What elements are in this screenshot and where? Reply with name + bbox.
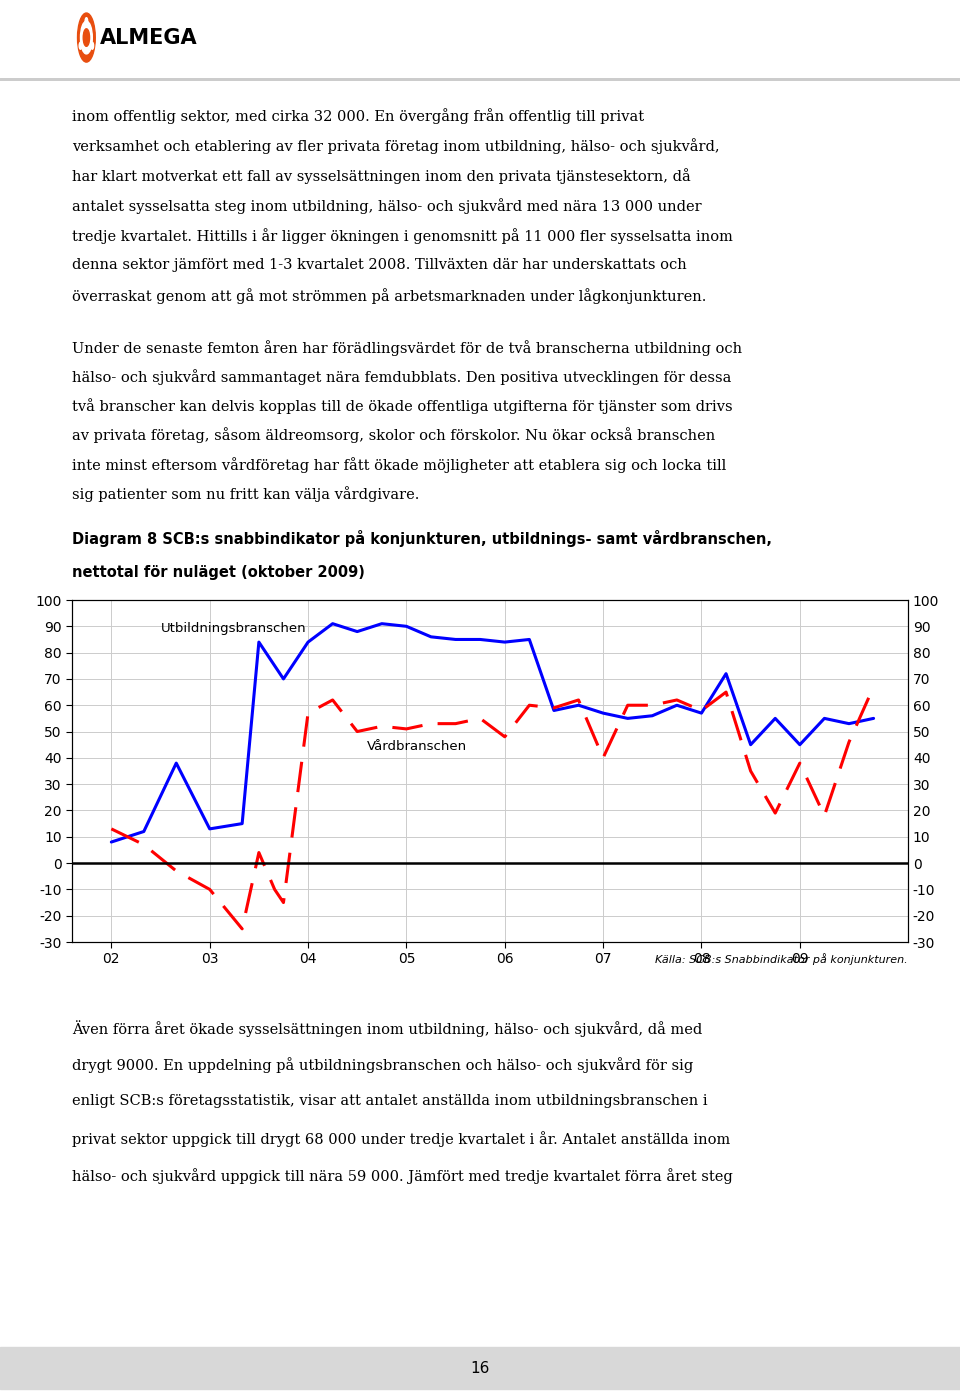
Circle shape (80, 42, 82, 49)
Text: hälso- och sjukvård uppgick till nära 59 000. Jämfört med tredje kvartalet förra: hälso- och sjukvård uppgick till nära 59… (72, 1168, 732, 1184)
Text: 16: 16 (470, 1360, 490, 1376)
Text: verksamhet och etablering av fler privata företag inom utbildning, hälso- och sj: verksamhet och etablering av fler privat… (72, 138, 720, 154)
Circle shape (85, 18, 87, 25)
Text: hälso- och sjukvård sammantaget nära femdubblats. Den positiva utvecklingen för : hälso- och sjukvård sammantaget nära fem… (72, 369, 732, 385)
Circle shape (78, 13, 95, 63)
Text: privat sektor uppgick till drygt 68 000 under tredje kvartalet i år. Antalet ans: privat sektor uppgick till drygt 68 000 … (72, 1131, 731, 1146)
Text: Under de senaste femton åren har förädlingsvärdet för de två branscherna utbildn: Under de senaste femton åren har förädli… (72, 339, 742, 356)
Text: drygt 9000. En uppdelning på utbildningsbranschen och hälso- och sjukvård för si: drygt 9000. En uppdelning på utbildnings… (72, 1057, 693, 1072)
Text: sig patienter som nu fritt kan välja vårdgivare.: sig patienter som nu fritt kan välja vår… (72, 485, 420, 502)
Text: ALMEGA: ALMEGA (100, 28, 198, 47)
Text: inte minst eftersom vårdföretag har fått ökade möjligheter att etablera sig och : inte minst eftersom vårdföretag har fått… (72, 456, 727, 473)
Text: Diagram 8 SCB:s snabbindikator på konjunkturen, utbildnings- samt vårdbranschen,: Diagram 8 SCB:s snabbindikator på konjun… (72, 530, 772, 547)
Text: överraskat genom att gå mot strömmen på arbetsmarknaden under lågkonjunkturen.: överraskat genom att gå mot strömmen på … (72, 288, 707, 303)
Text: Även förra året ökade sysselsättningen inom utbildning, hälso- och sjukvård, då : Även förra året ökade sysselsättningen i… (72, 1020, 703, 1036)
Text: denna sektor jämfört med 1-3 kvartalet 2008. Tillväxten där har underskattats oc: denna sektor jämfört med 1-3 kvartalet 2… (72, 257, 686, 273)
Text: två branscher kan delvis kopplas till de ökade offentliga utgifterna för tjänste: två branscher kan delvis kopplas till de… (72, 398, 732, 415)
Circle shape (84, 29, 89, 46)
Text: av privata företag, såsom äldreomsorg, skolor och förskolor. Nu ökar också brans: av privata företag, såsom äldreomsorg, s… (72, 427, 715, 444)
Text: nettotal för nuläget (oktober 2009): nettotal för nuläget (oktober 2009) (72, 565, 365, 580)
Text: har klart motverkat ett fall av sysselsättningen inom den privata tjänstesektorn: har klart motverkat ett fall av sysselsä… (72, 168, 691, 184)
Text: Vårdbranschen: Vårdbranschen (367, 740, 468, 753)
Text: enligt SCB:s företagsstatistik, visar att antalet anställda inom utbildningsbran: enligt SCB:s företagsstatistik, visar at… (72, 1093, 708, 1109)
Text: antalet sysselsatta steg inom utbildning, hälso- och sjukvård med nära 13 000 un: antalet sysselsatta steg inom utbildning… (72, 198, 702, 214)
Text: Källa: SCB:s Snabbindikator på konjunkturen.: Källa: SCB:s Snabbindikator på konjunktu… (655, 954, 907, 965)
Text: inom offentlig sektor, med cirka 32 000. En övergång från offentlig till privat: inom offentlig sektor, med cirka 32 000.… (72, 108, 644, 124)
Circle shape (91, 42, 93, 49)
Text: tredje kvartalet. Hittills i år ligger ökningen i genomsnitt på 11 000 fler syss: tredje kvartalet. Hittills i år ligger ö… (72, 228, 732, 243)
Circle shape (81, 21, 92, 54)
Text: Utbildningsbranschen: Utbildningsbranschen (160, 622, 306, 634)
